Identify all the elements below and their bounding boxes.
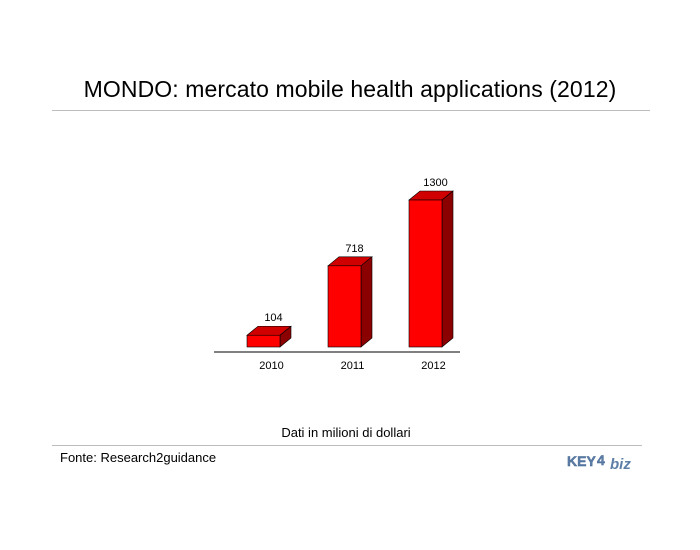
bar-2011	[327, 256, 373, 348]
footer-divider	[52, 445, 642, 446]
logo-digit-text: 4	[597, 452, 605, 468]
bar-front-face	[246, 334, 281, 348]
key4biz-logo: KEY 4 biz	[567, 452, 632, 472]
bar-side-face	[441, 190, 454, 348]
x-tick-label-2011: 2011	[341, 360, 365, 372]
bar-side-face	[360, 256, 373, 348]
bars-layer	[246, 190, 454, 348]
labels-layer: 104 2010 718 2011 1300 2012	[259, 177, 447, 372]
data-label-2010: 104	[264, 312, 282, 324]
bar-front-face	[327, 265, 362, 348]
source-text: Fonte: Research2guidance	[60, 450, 217, 465]
logo-biz-text: biz	[610, 456, 631, 472]
bar-front-face	[408, 199, 443, 348]
x-tick-label-2010: 2010	[259, 360, 283, 372]
bar-2012	[408, 190, 454, 348]
data-label-2011: 718	[345, 243, 363, 255]
logo-key-text: KEY	[567, 453, 596, 469]
data-label-2012: 1300	[423, 177, 447, 189]
x-tick-label-2012: 2012	[421, 360, 445, 372]
bar-2010	[246, 325, 292, 348]
units-note: Dati in milioni di dollari	[281, 425, 411, 440]
chart-title: MONDO: mercato mobile health application…	[83, 76, 617, 102]
title-divider	[52, 110, 650, 111]
